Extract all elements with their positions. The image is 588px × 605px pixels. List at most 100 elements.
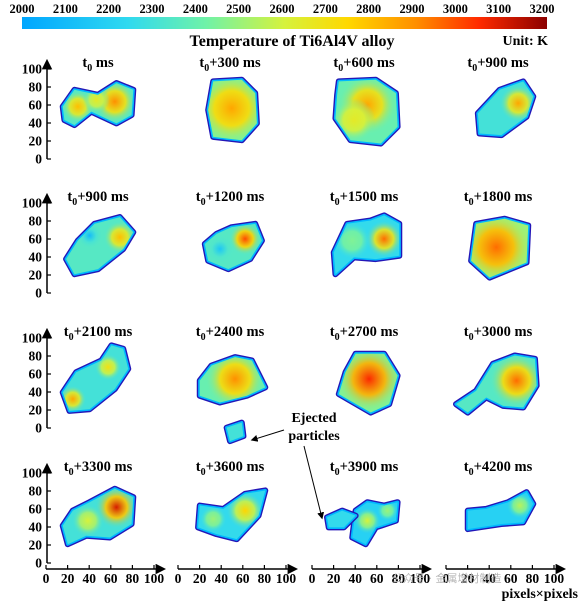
panel-title: t0+3900 ms <box>330 459 399 478</box>
panel: t0+1800 ms <box>464 189 533 281</box>
x-tick-label: 60 <box>236 571 250 586</box>
panel-hotspots <box>205 357 265 403</box>
panel: t0+3000 ms <box>453 324 540 416</box>
x-tick-label: 100 <box>276 571 297 586</box>
y-tick-label: 0 <box>35 152 42 167</box>
x-axis-label: pixels×pixels <box>502 587 579 602</box>
panel-title: t0+2400 ms <box>196 324 265 343</box>
y-tick-label: 80 <box>29 349 43 364</box>
annotation-line-2: particles <box>288 429 340 444</box>
hotspot <box>499 84 534 123</box>
annotation-line-1: Ejected <box>291 411 336 426</box>
y-tick-label: 100 <box>22 62 43 77</box>
panels-grid: t0 ms t0+300 ms t0+600 ms t0+900 ms t0+900 m… <box>59 55 540 548</box>
ejected-annotation: Ejected particles <box>250 411 340 520</box>
panel: t0+2100 ms <box>59 324 133 414</box>
panel-hotspots <box>471 218 529 278</box>
panel-title: t0+2700 ms <box>330 324 399 343</box>
panel: t0+600 ms <box>332 55 401 147</box>
colorbar: 2000 2100 2200 2300 2400 2500 2600 2700 2800 2900… <box>10 2 555 29</box>
x-tick-label: 40 <box>82 571 96 586</box>
particle-fill <box>226 422 244 442</box>
x-tick-label: 40 <box>348 571 362 586</box>
hotspot <box>94 353 122 381</box>
panel: t0+300 ms <box>199 55 261 144</box>
y-tick-label: 100 <box>22 466 43 481</box>
x-tick-label: 20 <box>327 571 341 586</box>
annotation-arrow-1 <box>250 429 285 442</box>
y-tick-label: 100 <box>22 331 43 346</box>
panel-title: t0+2100 ms <box>64 324 133 343</box>
x-tick-label: 20 <box>61 571 75 586</box>
x-tick-label: 100 <box>544 571 565 586</box>
y-tick-label: 60 <box>29 367 43 382</box>
colorbar-tick-label: 2200 <box>96 2 121 16</box>
hotspot <box>376 502 398 522</box>
colorbar-tick-label: 3000 <box>443 2 468 16</box>
colorbar-tick-label: 2500 <box>226 2 251 16</box>
x-tick-label: 20 <box>461 571 475 586</box>
ejected-particle <box>324 507 359 531</box>
hotspot <box>228 223 262 256</box>
hotspot <box>489 355 537 408</box>
colorbar-tick-label: 2900 <box>400 2 425 16</box>
colorbar-tick-label: 3200 <box>530 2 555 16</box>
hotspot <box>199 505 227 533</box>
panel-title: t0+3600 ms <box>196 459 265 478</box>
colorbar-bar <box>22 17 547 29</box>
panel: t0+3300 ms <box>59 459 137 548</box>
hotspot <box>471 218 529 278</box>
x-tick-label: 100 <box>410 571 431 586</box>
x-tick-label: 80 <box>258 571 272 586</box>
x-tick-label: 80 <box>392 571 406 586</box>
y-tick-label: 40 <box>29 385 43 400</box>
y-tick-label: 100 <box>22 196 43 211</box>
hotspot <box>82 86 110 114</box>
panel: t0+3900 ms <box>330 459 401 548</box>
hotspot <box>204 232 237 266</box>
colorbar-tick-label: 2300 <box>140 2 165 16</box>
colorbar-tick-label: 2400 <box>183 2 208 16</box>
panel: t0 ms <box>59 55 137 129</box>
blob-rim <box>206 78 259 142</box>
panel-hotspots <box>71 488 134 537</box>
ejected-particle <box>223 419 247 445</box>
x-tick-label: 0 <box>309 571 316 586</box>
y-tick-label: 0 <box>35 421 42 436</box>
panel-hotspots <box>489 355 537 408</box>
panel: t0+2700 ms <box>330 324 401 416</box>
particle-fill <box>327 510 356 528</box>
panel-title: t0+4200 ms <box>464 459 533 478</box>
x-tick-label: 40 <box>482 571 496 586</box>
y-tick-label: 20 <box>29 538 43 553</box>
y-tick-label: 40 <box>29 116 43 131</box>
colorbar-ticks: 2000 2100 2200 2300 2400 2500 2600 2700 2800 2900… <box>10 2 555 16</box>
y-tick-label: 40 <box>29 250 43 265</box>
x-tick-label: 60 <box>504 571 518 586</box>
y-tick-label: 60 <box>29 232 43 247</box>
y-tick-label: 60 <box>29 98 43 113</box>
colorbar-tick-label: 2800 <box>356 2 381 16</box>
y-tick-label: 80 <box>29 214 43 229</box>
panel-title: t0+1200 ms <box>196 189 265 208</box>
panel-title: t0+3000 ms <box>464 324 533 343</box>
y-tick-label: 20 <box>29 268 43 283</box>
chart-title: Temperature of Ti6Al4V alloy <box>190 33 395 50</box>
panel: t0+2400 ms <box>196 324 269 406</box>
x-tick-label: 0 <box>175 571 182 586</box>
x-tick-label: 40 <box>214 571 228 586</box>
x-tick-label: 20 <box>193 571 207 586</box>
panel-title: t0+3300 ms <box>64 459 133 478</box>
panel-hotspots <box>208 79 257 141</box>
hotspot <box>208 79 257 141</box>
panel: t0+900 ms <box>63 189 137 278</box>
panel-title: t0 ms <box>82 55 114 74</box>
y-tick-label: 80 <box>29 484 43 499</box>
x-tick-label: 100 <box>144 571 165 586</box>
panel-hotspots <box>338 353 398 412</box>
y-tick-label: 60 <box>29 502 43 517</box>
panel: t0+4200 ms <box>464 459 537 533</box>
x-tick-label: 0 <box>43 571 50 586</box>
hotspot <box>338 353 398 412</box>
